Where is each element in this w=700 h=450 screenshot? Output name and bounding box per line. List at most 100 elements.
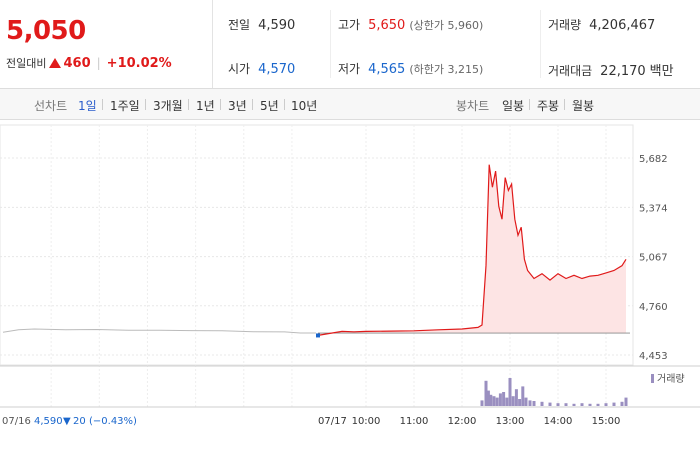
change-percent: +10.02% — [106, 55, 172, 71]
tab-divider — [188, 99, 189, 110]
stat-high: 고가 5,650 (상한가 5,960) — [338, 16, 483, 33]
tab-1year[interactable]: 1년 — [196, 99, 215, 113]
prev-day-date: 07/16 — [2, 416, 31, 427]
stat-label: 거래대금 — [548, 64, 593, 78]
prev-day-percent: (−0.43%) — [89, 416, 137, 427]
prev-day-close: 4,590 — [34, 416, 63, 427]
tab-1week[interactable]: 1주일 — [110, 99, 140, 113]
tab-5year[interactable]: 5년 — [260, 99, 279, 113]
tab-monthly-candle[interactable]: 월봉 — [572, 99, 595, 113]
tab-divider — [564, 99, 565, 110]
lower-limit: (하한가 3,215) — [409, 63, 484, 76]
upper-limit: (상한가 5,960) — [409, 19, 484, 32]
price-box: 5,050 전일대비 460 | +10.02% — [0, 0, 213, 88]
current-price: 5,050 — [6, 16, 86, 46]
tab-daily-candle[interactable]: 일봉 — [502, 99, 525, 113]
x-axis-labels: 07/17 10:00 11:00 12:00 13:00 14:00 15:00 — [318, 416, 620, 427]
open-marker — [316, 333, 320, 338]
stat-open: 시가 4,570 — [228, 60, 295, 77]
tab-3month[interactable]: 3개월 — [153, 99, 183, 113]
chart-period-tabs: 선차트 1일 1주일 3개월 1년 3년 5년 10년 봉차트 일봉 주봉 월봉 — [0, 89, 700, 120]
stat-value: 4,565 — [368, 62, 406, 77]
stat-value: 4,570 — [258, 62, 296, 77]
stat-value: 4,590 — [258, 18, 296, 33]
volume-bar — [624, 397, 628, 406]
volume-bar — [486, 390, 490, 406]
tab-divider — [529, 99, 530, 110]
volume-bar — [548, 402, 552, 406]
x-tick-label: 11:00 — [400, 416, 429, 427]
tab-3year[interactable]: 3년 — [228, 99, 247, 113]
quote-summary: 5,050 전일대비 460 | +10.02% 전일 4,590 시가 4,5… — [0, 0, 700, 89]
y-tick-label: 4,453 — [639, 351, 668, 362]
x-tick-label: 12:00 — [448, 416, 477, 427]
tab-weekly-candle[interactable]: 주봉 — [537, 99, 560, 113]
stat-label: 전일 — [228, 18, 251, 32]
x-tick-label: 14:00 — [544, 416, 573, 427]
volume-bar — [498, 393, 502, 406]
volume-bar — [511, 396, 515, 406]
divider: | — [96, 56, 101, 70]
down-triangle-icon: ▼ — [63, 416, 71, 427]
volume-bar — [532, 401, 536, 406]
x-tick-label: 13:00 — [496, 416, 525, 427]
volume-bar — [489, 394, 493, 406]
today-price-line — [317, 164, 627, 336]
stat-volume: 거래량 4,206,467 — [548, 16, 655, 33]
tab-divider — [220, 99, 221, 110]
candle-chart-label: 봉차트 — [456, 99, 490, 113]
volume-bar — [580, 403, 584, 406]
prev-day-change: 20 — [73, 416, 86, 427]
volume-bar — [508, 378, 512, 406]
volume-bar — [521, 386, 525, 406]
x-tick-label: 15:00 — [592, 416, 621, 427]
volume-bar — [514, 389, 518, 406]
volume-bar — [596, 403, 600, 406]
volume-bar — [484, 380, 488, 406]
x-tick-label: 10:00 — [352, 416, 381, 427]
stat-label: 저가 — [338, 62, 361, 76]
intraday-price-chart: 5,682 5,374 5,067 4,760 4,453 거래량 07/17 10:00… — [0, 120, 700, 450]
volume-bar — [564, 403, 568, 406]
up-triangle-icon — [49, 58, 62, 68]
stat-prev-close: 전일 4,590 — [228, 16, 295, 33]
tab-10year[interactable]: 10년 — [291, 99, 318, 113]
y-axis-labels: 5,682 5,374 5,067 4,760 4,453 — [639, 154, 668, 362]
volume-bar — [518, 399, 522, 406]
stat-value: 4,206,467 — [589, 18, 656, 33]
volume-bar — [588, 403, 592, 406]
column-divider — [540, 10, 541, 78]
tab-divider — [145, 99, 146, 110]
price-plot-frame — [0, 124, 634, 366]
volume-bar — [572, 403, 576, 406]
previous-day-line — [2, 328, 316, 334]
volume-bar — [620, 401, 624, 406]
volume-legend-label: 거래량 — [657, 373, 685, 385]
x-tick-label: 07/17 — [318, 416, 347, 427]
stat-label: 거래량 — [548, 18, 582, 32]
tab-1day[interactable]: 1일 — [78, 99, 97, 113]
volume-bar — [505, 397, 509, 406]
change-value: 460 — [63, 55, 91, 71]
tab-divider — [284, 99, 285, 110]
volume-bar — [612, 402, 616, 406]
y-tick-label: 4,760 — [639, 302, 668, 313]
change-label: 전일대비 — [6, 57, 47, 70]
volume-bar — [524, 397, 528, 406]
volume-bar — [495, 397, 499, 406]
grid-lines — [0, 125, 633, 407]
column-divider — [330, 10, 331, 78]
stat-low: 저가 4,565 (하한가 3,215) — [338, 60, 483, 77]
tab-divider — [102, 99, 103, 110]
volume-bar — [556, 403, 560, 406]
stat-amount: 거래대금 22,170 백만 — [548, 60, 674, 79]
tab-divider — [252, 99, 253, 110]
volume-bars — [480, 378, 628, 406]
volume-bar — [480, 400, 484, 406]
y-tick-label: 5,067 — [639, 253, 668, 264]
stat-label: 고가 — [338, 18, 361, 32]
stat-value: 5,650 — [368, 18, 406, 33]
volume-bar — [604, 403, 608, 406]
price-fill-area — [318, 164, 626, 336]
volume-bar — [528, 400, 532, 406]
